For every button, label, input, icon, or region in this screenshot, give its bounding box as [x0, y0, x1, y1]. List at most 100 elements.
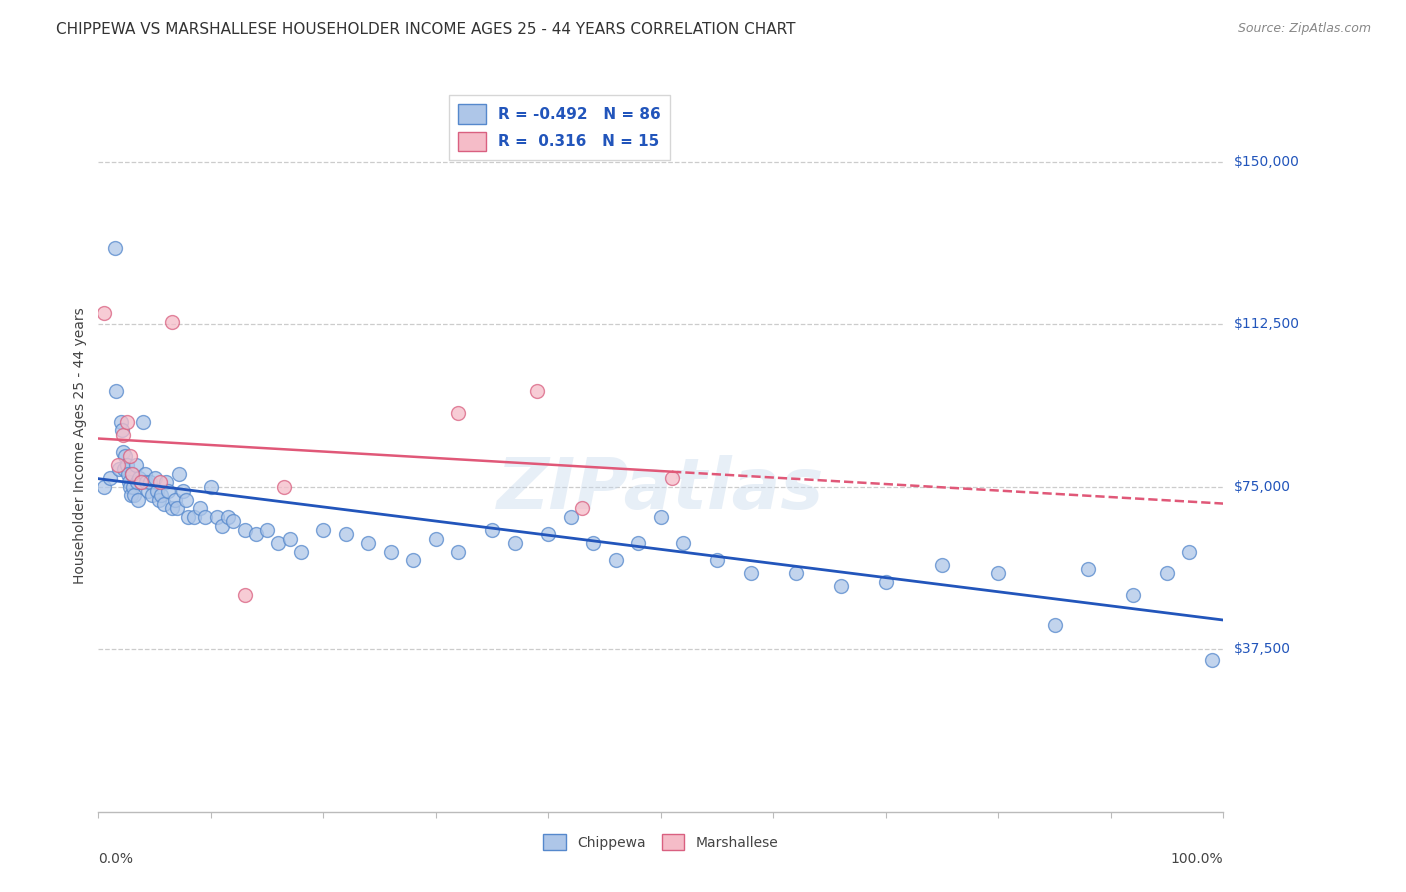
- Point: [128, 471, 150, 485]
- Point: [118, 475, 141, 490]
- Point: [121, 467, 143, 481]
- Point: [312, 523, 335, 537]
- Point: [211, 518, 233, 533]
- Point: [706, 553, 728, 567]
- Point: [335, 527, 357, 541]
- Point: [104, 241, 127, 255]
- Point: [1178, 544, 1201, 558]
- Point: [124, 458, 146, 472]
- Point: [112, 427, 135, 442]
- Text: $37,500: $37,500: [1234, 642, 1291, 657]
- Text: CHIPPEWA VS MARSHALLESE HOUSEHOLDER INCOME AGES 25 - 44 YEARS CORRELATION CHART: CHIPPEWA VS MARSHALLESE HOUSEHOLDER INCO…: [56, 22, 796, 37]
- Point: [273, 480, 295, 494]
- Point: [107, 458, 129, 472]
- Point: [785, 566, 807, 581]
- Text: 0.0%: 0.0%: [98, 852, 134, 866]
- Point: [188, 501, 211, 516]
- Point: [143, 471, 166, 485]
- Point: [1122, 588, 1144, 602]
- Point: [93, 480, 115, 494]
- Text: $150,000: $150,000: [1234, 154, 1301, 169]
- Point: [118, 450, 141, 464]
- Point: [129, 475, 152, 490]
- Point: [149, 475, 172, 490]
- Point: [127, 492, 149, 507]
- Point: [112, 462, 135, 476]
- Point: [177, 510, 200, 524]
- Text: Source: ZipAtlas.com: Source: ZipAtlas.com: [1237, 22, 1371, 36]
- Point: [122, 480, 145, 494]
- Point: [105, 384, 128, 399]
- Point: [194, 510, 217, 524]
- Point: [380, 544, 402, 558]
- Point: [93, 306, 115, 320]
- Point: [571, 501, 593, 516]
- Point: [740, 566, 762, 581]
- Point: [134, 467, 156, 481]
- Point: [290, 544, 312, 558]
- Point: [582, 536, 605, 550]
- Point: [120, 488, 142, 502]
- Point: [425, 532, 447, 546]
- Text: ZIPatlas: ZIPatlas: [498, 456, 824, 524]
- Point: [115, 458, 138, 472]
- Point: [157, 483, 180, 498]
- Point: [135, 475, 157, 490]
- Point: [98, 471, 121, 485]
- Point: [447, 406, 470, 420]
- Point: [1077, 562, 1099, 576]
- Text: 100.0%: 100.0%: [1171, 852, 1223, 866]
- Point: [222, 514, 245, 528]
- Point: [672, 536, 695, 550]
- Point: [1201, 653, 1223, 667]
- Point: [402, 553, 425, 567]
- Point: [447, 544, 470, 558]
- Point: [160, 315, 183, 329]
- Text: $112,500: $112,500: [1234, 317, 1301, 331]
- Point: [121, 467, 143, 481]
- Point: [174, 492, 197, 507]
- Point: [160, 501, 183, 516]
- Point: [183, 510, 205, 524]
- Point: [256, 523, 278, 537]
- Point: [112, 445, 135, 459]
- Point: [124, 488, 146, 502]
- Point: [148, 492, 170, 507]
- Point: [200, 480, 222, 494]
- Point: [830, 579, 852, 593]
- Point: [166, 501, 188, 516]
- Legend: Chippewa, Marshallese: Chippewa, Marshallese: [538, 829, 783, 856]
- Point: [278, 532, 301, 546]
- Point: [627, 536, 650, 550]
- Text: $75,000: $75,000: [1234, 480, 1291, 493]
- Point: [233, 588, 256, 602]
- Point: [233, 523, 256, 537]
- Point: [931, 558, 953, 572]
- Point: [115, 415, 138, 429]
- Point: [110, 415, 132, 429]
- Y-axis label: Householder Income Ages 25 - 44 years: Householder Income Ages 25 - 44 years: [73, 308, 87, 584]
- Point: [217, 510, 239, 524]
- Point: [205, 510, 228, 524]
- Point: [661, 471, 683, 485]
- Point: [132, 415, 155, 429]
- Point: [139, 475, 162, 490]
- Point: [111, 423, 134, 437]
- Point: [1156, 566, 1178, 581]
- Point: [117, 467, 139, 481]
- Point: [152, 497, 174, 511]
- Point: [605, 553, 627, 567]
- Point: [107, 462, 129, 476]
- Point: [1043, 618, 1066, 632]
- Point: [136, 483, 159, 498]
- Point: [481, 523, 503, 537]
- Point: [245, 527, 267, 541]
- Point: [150, 488, 173, 502]
- Point: [357, 536, 380, 550]
- Point: [172, 483, 194, 498]
- Point: [125, 475, 148, 490]
- Point: [169, 467, 191, 481]
- Point: [155, 475, 177, 490]
- Point: [118, 480, 141, 494]
- Point: [141, 488, 163, 502]
